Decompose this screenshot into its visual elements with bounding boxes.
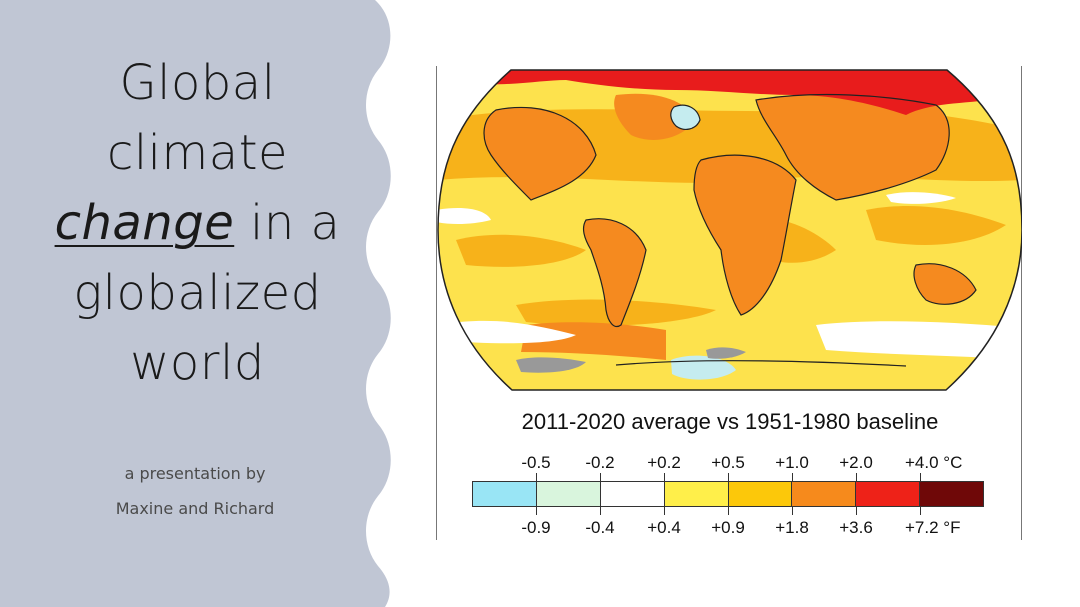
title-emphasis: change <box>54 195 235 251</box>
celsius-label: +0.2 <box>647 453 681 472</box>
authors-text: Maxine and Richard <box>115 499 275 518</box>
legend-tick <box>856 507 857 515</box>
legend-tick <box>792 473 793 481</box>
wavy-panel-background <box>0 0 391 607</box>
legend-tick <box>536 473 537 481</box>
figure-right-border <box>1021 66 1022 540</box>
temperature-anomaly-map <box>437 69 1022 391</box>
hot-region <box>484 93 976 360</box>
legend-swatch <box>728 482 793 506</box>
celsius-label: -0.2 <box>585 453 615 472</box>
title-line-rest: in a <box>234 195 341 251</box>
hottest-region <box>438 70 1022 115</box>
cool-region <box>670 105 736 380</box>
legend-tick <box>920 473 921 481</box>
legend-tick <box>920 507 921 515</box>
fahrenheit-label: +0.4 <box>647 518 681 537</box>
no-data-region <box>516 347 746 373</box>
slide-title: Global climate change in a globalized wo… <box>30 48 365 398</box>
legend-swatch <box>856 482 921 506</box>
figure-left-border <box>436 66 437 540</box>
neutral-region <box>438 192 1022 360</box>
fahrenheit-label: +0.9 <box>711 518 745 537</box>
legend-tick <box>728 473 729 481</box>
fahrenheit-label: +7.2 °F <box>905 518 961 537</box>
legend-tick <box>792 507 793 515</box>
fahrenheit-label: -0.9 <box>521 518 551 537</box>
map-outline <box>437 69 1022 391</box>
title-panel: Global climate change in a globalized wo… <box>0 0 400 607</box>
figure-caption: 2011-2020 average vs 1951-1980 baseline <box>521 409 939 434</box>
legend-swatch <box>536 482 601 506</box>
byline-text: a presentation by <box>124 464 266 483</box>
color-legend <box>472 481 984 507</box>
fahrenheit-label: -0.4 <box>585 518 615 537</box>
celsius-label: +0.5 <box>711 453 745 472</box>
title-line: globalized <box>73 265 322 321</box>
celsius-label: +4.0 °C <box>905 453 963 472</box>
fahrenheit-label: +1.8 <box>775 518 809 537</box>
fahrenheit-label: +3.6 <box>839 518 873 537</box>
legend-tick <box>600 473 601 481</box>
coastlines <box>483 93 977 367</box>
title-line: change in a <box>30 188 365 258</box>
legend-swatch <box>920 482 983 506</box>
legend-swatch <box>473 482 537 506</box>
legend-tick <box>664 507 665 515</box>
title-line: world <box>130 335 265 391</box>
legend-tick <box>856 473 857 481</box>
celsius-label: +1.0 <box>775 453 809 472</box>
legend-tick <box>728 507 729 515</box>
celsius-label: +2.0 <box>839 453 873 472</box>
legend-tick <box>600 507 601 515</box>
legend-swatch <box>792 482 857 506</box>
legend-swatch <box>600 482 665 506</box>
legend-tick <box>536 507 537 515</box>
title-line: climate <box>106 125 289 181</box>
legend-tick <box>664 473 665 481</box>
title-line: Global <box>119 55 276 111</box>
celsius-label: -0.5 <box>521 453 551 472</box>
legend-swatch <box>664 482 729 506</box>
